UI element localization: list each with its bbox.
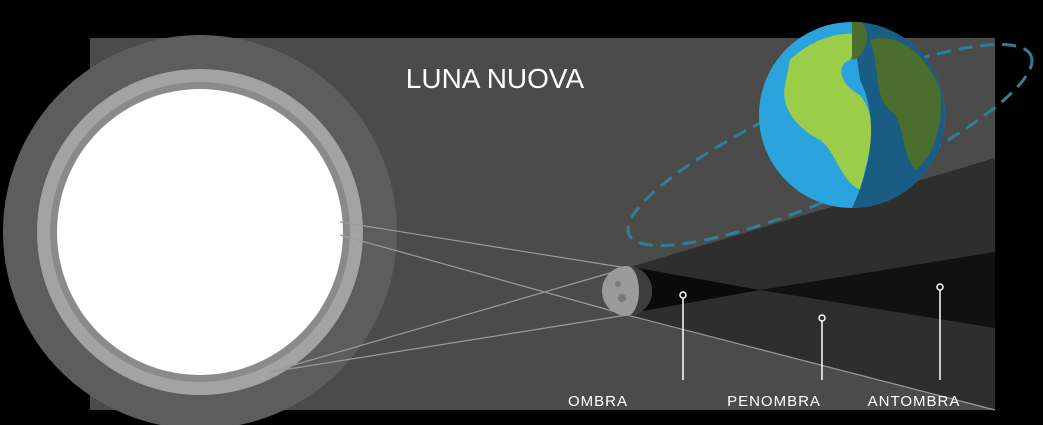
antumbra [760, 252, 995, 328]
label-ombra: OMBRA [568, 393, 628, 410]
title: LUNA NUOVA [406, 63, 585, 94]
earth [759, 22, 945, 208]
label-antombra: ANTOMBRA [868, 393, 961, 410]
sun [57, 89, 343, 375]
rays [269, 221, 996, 411]
pointers [679, 283, 944, 380]
umbra [627, 266, 760, 314]
moon [602, 266, 652, 316]
label-penombra: PENOMBRA [727, 393, 821, 410]
